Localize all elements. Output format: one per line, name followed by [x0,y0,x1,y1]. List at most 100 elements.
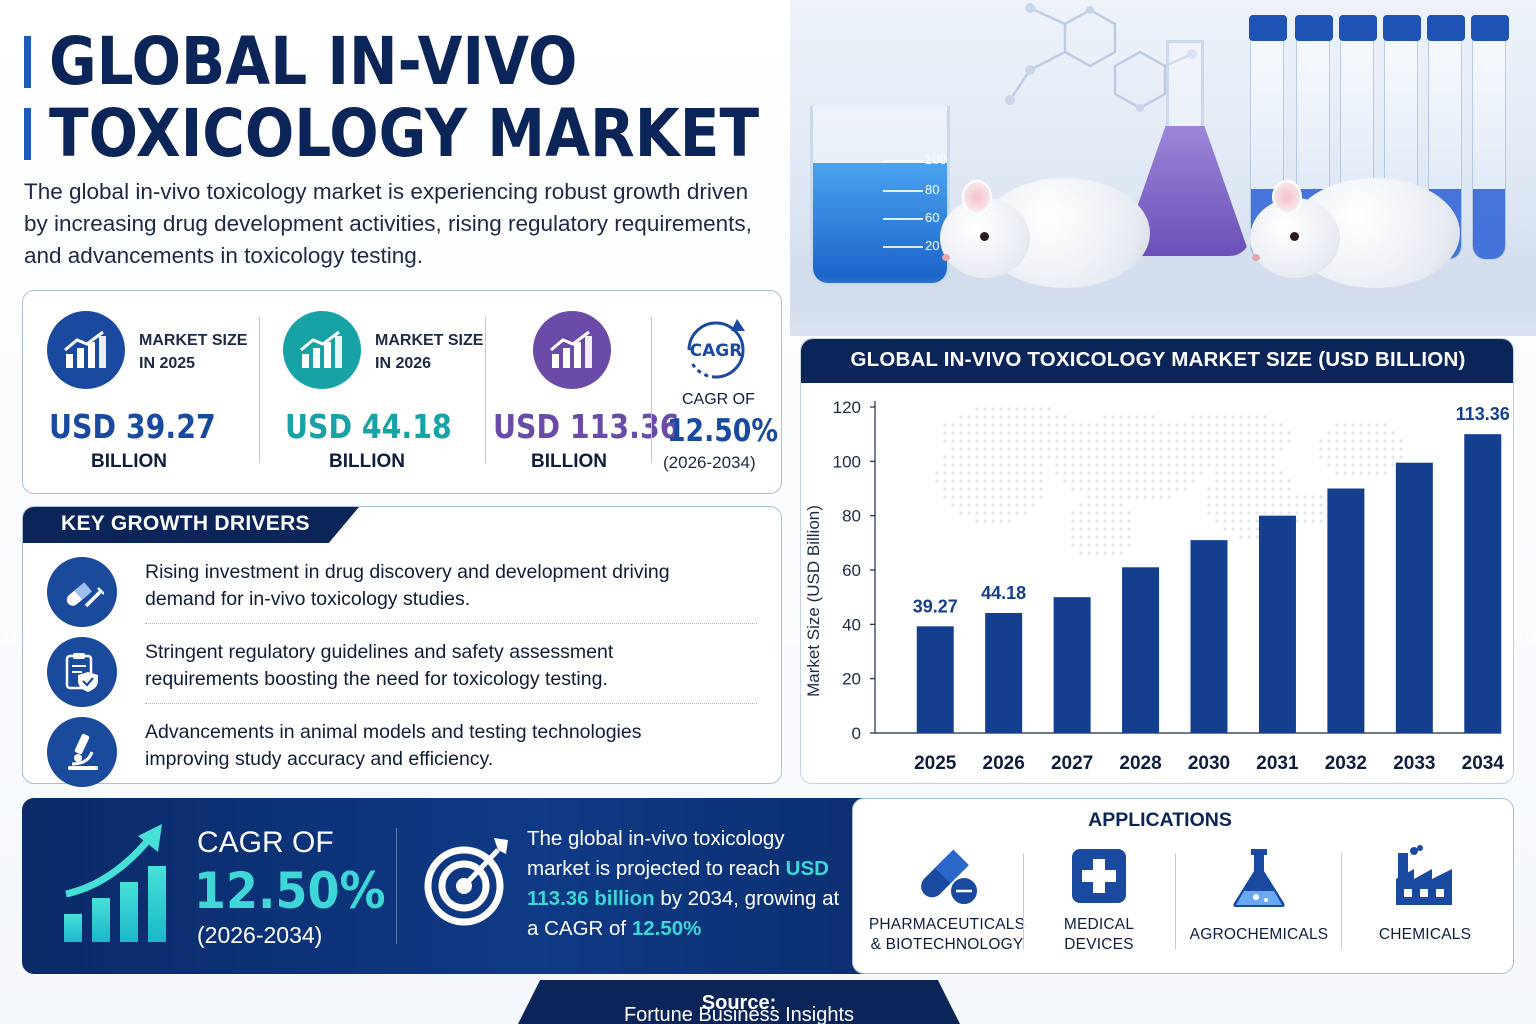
driver-text: Rising investment in drug discovery and … [145,561,670,610]
page-title-line-1: GLOBAL IN-VIVO [49,23,578,100]
clipboard-shield-icon [47,637,117,707]
y-tick-label: 80 [842,507,861,526]
bar-2025 [916,626,954,733]
source-label: Source: [701,992,777,1014]
source-text: Source: Fortune Business Insights [518,992,960,1024]
stat-market-2034: USD 113.36 BILLION [485,291,679,495]
stat-value-2026: USD 44.18 [285,407,452,446]
application-label: CHEMICALS [1378,926,1472,943]
hero-lab-image: 100 80 60 20 [790,0,1536,336]
cagr-badge-text: CAGR [690,341,743,361]
growth-chart-icon [47,311,125,389]
intro-paragraph: The global in-vivo toxicology market is … [24,179,752,268]
projection-line-1: The global in-vivo toxicology market is … [527,827,785,880]
pills-syringe-icon [47,557,117,627]
band-cagr-label: CAGR OF [197,826,334,859]
driver-text: Advancements in animal models and testin… [145,721,642,770]
flask-icon [1233,849,1285,907]
beaker-mark-60: 60 [925,210,940,225]
stat-unit-2026: BILLION [329,451,405,472]
stat-divider [651,317,652,463]
stat-value-2025: USD 39.27 [49,407,216,446]
driver-item: Advancements in animal models and testin… [23,709,783,787]
x-tick-label: 2031 [1256,753,1299,774]
white-mouse [940,158,1160,308]
application-label: & BIOTECHNOLOGY [870,936,1024,953]
projection-highlight-value: USD 113.36 billion [527,857,829,910]
key-stats-card: MARKET SIZE IN 2025 USD 39.27 BILLION MA… [22,290,782,494]
chart-title: GLOBAL IN-VIVO TOXICOLOGY MARKET SIZE (U… [850,348,1466,371]
application-divider [1341,853,1342,949]
stat-label-2026: MARKET SIZE IN 2026 [375,332,484,372]
blue-beaker: 100 80 60 20 [810,106,950,286]
growth-arrow-icon [64,824,166,942]
stat-divider [485,317,486,463]
driver-divider [145,703,757,704]
y-tick-label: 40 [842,615,861,634]
y-tick-label: 20 [842,670,861,689]
data-label: 113.36 [1456,404,1510,424]
growth-chart-icon [283,311,361,389]
driver-text: Stringent regulatory guidelines and safe… [145,641,614,690]
x-tick-label: 2034 [1462,753,1505,774]
y-tick-label: 100 [833,452,861,471]
y-tick-label: 60 [842,561,861,580]
drivers-heading: KEY GROWTH DRIVERS [61,512,310,535]
stat-cagr: CAGR CAGR OF 12.50% (2026-2034) [651,291,781,495]
medical-cross-icon [1072,849,1126,903]
bar-2033 [1395,462,1433,733]
data-label: 44.18 [981,583,1026,603]
stat-market-2026: MARKET SIZE IN 2026 USD 44.18 BILLION [259,291,485,495]
source-name: Fortune Business Insights [623,1004,855,1024]
x-tick-label: 2027 [1051,753,1093,774]
application-label: DEVICES [1064,936,1134,953]
beaker-mark-80: 80 [925,182,940,197]
molecule-icon [1005,3,1197,112]
bar-2026 [985,612,1023,733]
applications-panel: APPLICATIONS PHARMACEUTICALS & BIOTECHNO… [852,798,1514,974]
stat-cagr-label: CAGR OF [682,391,755,408]
application-label: AGROCHEMICALS [1189,926,1329,943]
stat-label-2025: MARKET SIZE IN 2025 [139,332,248,372]
stat-divider [259,317,260,463]
white-mouse [1250,158,1470,308]
bar-chart: 0 20 40 60 80 100 120 2025 39.27 2026 44.18 2027 20… [804,398,1510,774]
data-label: 39.27 [913,596,958,616]
title-accent-bar [24,36,31,88]
application-label: MEDICAL [1063,916,1135,933]
bar-2034 [1464,434,1502,733]
stat-market-2025: MARKET SIZE IN 2025 USD 39.27 BILLION [23,291,259,495]
bar-2028 [1122,567,1160,733]
beaker-mark-20: 20 [925,238,940,253]
key-growth-drivers: KEY GROWTH DRIVERS Rising investment in … [22,506,783,787]
application-label: PHARMACEUTICALS [868,916,1026,933]
x-tick-label: 2033 [1393,753,1435,774]
page-title-line-2: TOXICOLOGY MARKET [49,95,760,172]
target-icon [424,838,508,926]
x-tick-label: 2028 [1119,753,1161,774]
applications-title: APPLICATIONS [1088,809,1232,831]
market-size-chart: 0 20 40 60 80 100 120 2025 39.27 2026 44.18 2027 20… [800,338,1514,784]
band-divider [396,828,397,944]
driver-divider [145,623,757,624]
bar-2032 [1327,488,1365,733]
source-footer: Source: Fortune Business Insights [518,980,960,1024]
y-tick-label: 0 [852,724,861,743]
world-map-background [935,407,1403,555]
x-tick-label: 2026 [983,753,1025,774]
application-divider [1023,853,1024,949]
y-tick-label: 120 [833,398,861,417]
driver-item: Stringent regulatory guidelines and safe… [23,629,783,707]
beaker-mark-100: 100 [925,152,947,167]
microscope-icon [47,717,117,787]
projection-line-2: by 2034, growing at a CAGR of [527,887,840,940]
stat-unit-2034: BILLION [531,451,607,472]
band-cagr-value: 12.50% [194,862,386,920]
capsule-icon [921,849,979,906]
bar-2031 [1258,515,1296,733]
cagr-summary-band: CAGR OF 12.50% (2026-2034) The global in… [22,798,882,974]
application-divider [1175,853,1176,949]
stat-cagr-value: 12.50% [667,413,779,449]
title-block: GLOBAL IN-VIVO TOXICOLOGY MARKET [24,26,784,170]
y-axis-label: Market Size (USD Billion) [804,505,823,697]
